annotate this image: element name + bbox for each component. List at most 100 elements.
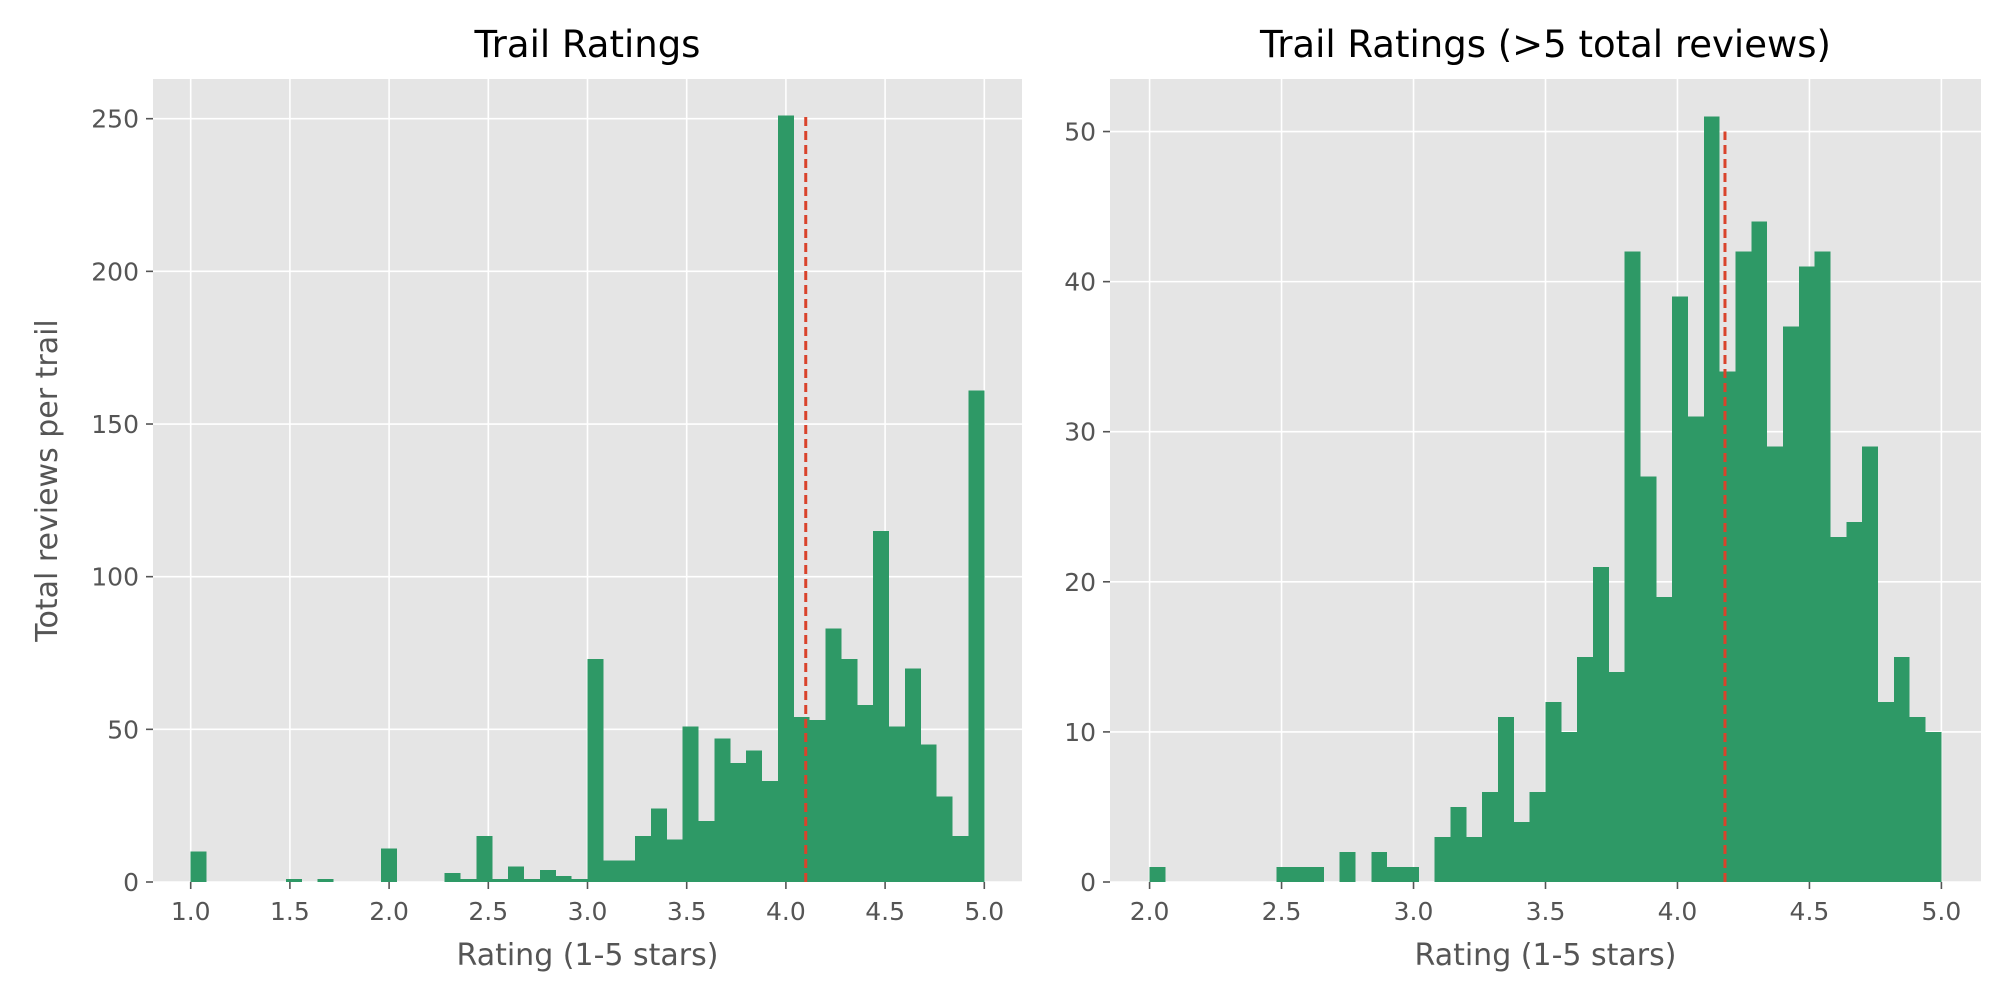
histogram-bar bbox=[635, 836, 651, 882]
histogram-bar bbox=[587, 659, 604, 882]
histogram-bar bbox=[1703, 116, 1720, 882]
histogram-bar bbox=[1593, 566, 1609, 882]
histogram-bar bbox=[1688, 416, 1704, 882]
histogram-bar bbox=[920, 744, 937, 882]
histogram-bar bbox=[1672, 296, 1689, 883]
x-tick-label: 3.0 bbox=[568, 897, 608, 926]
y-tick-label: 0 bbox=[123, 868, 139, 897]
x-tick-label: 3.0 bbox=[1394, 897, 1434, 926]
histogram-bar bbox=[1798, 266, 1815, 882]
y-tick-label: 10 bbox=[1064, 718, 1096, 747]
histogram-bar bbox=[952, 836, 969, 882]
x-tick-label: 3.5 bbox=[1526, 897, 1566, 926]
left-x-ticks: 1.0 1.5 2.0 2.5 3.0 3.5 4.0 4.5 5.0 bbox=[171, 882, 1004, 926]
histogram-bar bbox=[650, 808, 667, 882]
histogram-bar bbox=[1830, 536, 1847, 882]
histogram-bar bbox=[1529, 791, 1546, 882]
histogram-bar bbox=[936, 796, 953, 882]
y-tick-label: 30 bbox=[1064, 418, 1096, 447]
histogram-bar bbox=[1751, 221, 1768, 882]
histogram-bar bbox=[698, 820, 715, 882]
y-tick-label: 100 bbox=[91, 563, 139, 592]
x-tick-label: 1.0 bbox=[171, 897, 211, 926]
histogram-bar bbox=[1909, 716, 1926, 882]
histogram-bar bbox=[1925, 731, 1942, 882]
histogram-bar bbox=[841, 659, 858, 882]
histogram-bar bbox=[968, 390, 985, 882]
histogram-bar bbox=[524, 878, 540, 882]
histogram-bar bbox=[1640, 476, 1657, 882]
right-x-axis-label: Rating (1-5 stars) bbox=[1415, 938, 1677, 973]
histogram-bar bbox=[1276, 866, 1293, 882]
histogram-bar bbox=[1497, 716, 1514, 882]
histogram-bar bbox=[1767, 446, 1784, 882]
histogram-bar bbox=[746, 750, 763, 882]
right-y-ticks: 0 10 20 30 40 50 bbox=[1064, 118, 1110, 897]
histogram-bar bbox=[1513, 821, 1530, 882]
histogram-bar bbox=[1893, 656, 1910, 882]
histogram-bar bbox=[190, 851, 207, 882]
histogram-bar bbox=[682, 726, 699, 882]
histogram-bar bbox=[1339, 851, 1356, 882]
x-tick-label: 3.5 bbox=[667, 897, 707, 926]
histogram-bar bbox=[714, 738, 731, 882]
histogram-bar bbox=[1371, 851, 1388, 882]
histogram-bar bbox=[555, 875, 572, 882]
x-tick-label: 2.0 bbox=[369, 897, 409, 926]
histogram-bar bbox=[1608, 671, 1625, 882]
histogram-bar bbox=[1545, 701, 1562, 882]
histogram-bar bbox=[1402, 866, 1419, 882]
histogram-bar bbox=[1292, 866, 1308, 882]
histogram-bar bbox=[1624, 251, 1641, 882]
y-tick-label: 50 bbox=[1064, 118, 1096, 147]
x-tick-label: 2.0 bbox=[1130, 897, 1170, 926]
histogram-bar bbox=[1387, 866, 1403, 882]
histogram-bar bbox=[1862, 446, 1879, 882]
x-tick-label: 4.0 bbox=[1658, 897, 1698, 926]
histogram-bar bbox=[1482, 791, 1498, 882]
histogram-bar bbox=[793, 717, 810, 882]
histogram-bar bbox=[1656, 596, 1673, 882]
y-tick-label: 20 bbox=[1064, 568, 1096, 597]
histogram-bar bbox=[1735, 251, 1752, 882]
histogram-bar bbox=[730, 762, 747, 882]
histogram-bar bbox=[1719, 371, 1736, 882]
x-tick-label: 2.5 bbox=[468, 897, 508, 926]
histogram-bar bbox=[603, 860, 620, 882]
x-tick-label: 4.5 bbox=[1790, 897, 1830, 926]
histogram-bar bbox=[1814, 251, 1831, 882]
left-histogram-panel: 1.0 1.5 2.0 2.5 3.0 3.5 4.0 4.5 5.0 0 50 100 150 200… bbox=[30, 23, 1022, 973]
right-histogram-panel: 2.0 2.5 3.0 3.5 4.0 4.5 5.0 0 10 20 30 40 50 Trail … bbox=[1064, 23, 1981, 973]
histogram-bar bbox=[809, 720, 826, 882]
histogram-bar bbox=[285, 878, 302, 882]
histogram-bar bbox=[1149, 866, 1166, 882]
x-tick-label: 4.5 bbox=[865, 897, 905, 926]
histogram-bar bbox=[1846, 521, 1863, 882]
left-bars bbox=[190, 115, 985, 882]
x-tick-label: 5.0 bbox=[1922, 897, 1962, 926]
histogram-bar bbox=[1783, 326, 1799, 883]
x-tick-label: 2.5 bbox=[1262, 897, 1302, 926]
histogram-bar bbox=[1307, 866, 1324, 882]
histogram-bar bbox=[539, 869, 556, 882]
histogram-bar bbox=[492, 878, 509, 882]
histogram-bar bbox=[571, 878, 588, 882]
histogram-bar bbox=[444, 872, 461, 882]
x-tick-label: 5.0 bbox=[964, 897, 1004, 926]
left-x-axis-label: Rating (1-5 stars) bbox=[457, 938, 719, 973]
histogram-bar bbox=[666, 839, 683, 882]
y-tick-label: 40 bbox=[1064, 268, 1096, 297]
y-tick-label: 0 bbox=[1080, 868, 1096, 897]
histogram-bar bbox=[857, 704, 874, 882]
histogram-bar bbox=[1434, 836, 1451, 882]
y-tick-label: 250 bbox=[91, 105, 139, 134]
histogram-bar bbox=[381, 848, 398, 882]
histogram-bar bbox=[317, 878, 334, 882]
x-tick-label: 1.5 bbox=[270, 897, 310, 926]
histogram-bar bbox=[762, 781, 778, 882]
histogram-bar bbox=[889, 726, 905, 882]
right-chart-title: Trail Ratings (>5 total reviews) bbox=[1259, 23, 1831, 66]
right-x-ticks: 2.0 2.5 3.0 3.5 4.0 4.5 5.0 bbox=[1130, 882, 1962, 926]
